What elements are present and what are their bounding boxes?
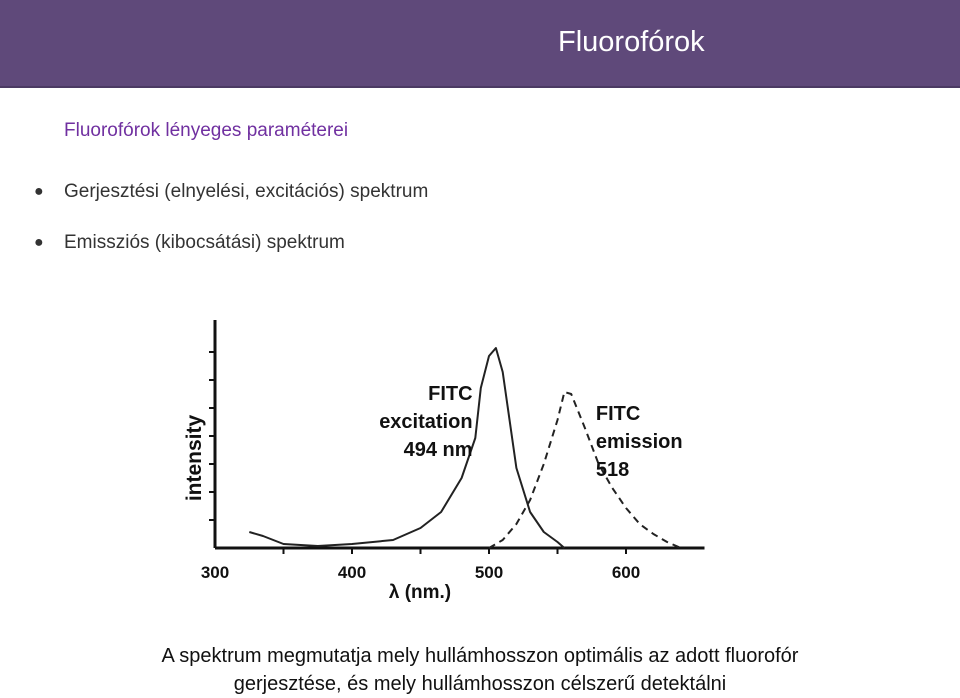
emission-curve (488, 391, 682, 549)
caption: A spektrum megmutatja mely hullámhosszon… (0, 642, 960, 698)
annotation-line: 494 nm (404, 439, 473, 461)
chart-series (249, 347, 682, 549)
bullet-icon: ● (34, 234, 44, 251)
x-tick-label: 400 (338, 563, 366, 582)
bullet-icon: ● (34, 183, 44, 200)
section-subtitle: Fluorofórok lényeges paraméterei (64, 120, 349, 141)
x-tick-label: 300 (201, 563, 229, 582)
bullet-item-emission: ● Emissziós (kibocsátási) spektrum (34, 229, 434, 256)
x-tick-label: 600 (612, 563, 640, 582)
annotation-line: FITC (428, 383, 472, 405)
emission-annotation: FITC emission 518 (596, 403, 683, 481)
caption-line-1: A spektrum megmutatja mely hullámhosszon… (161, 645, 799, 667)
caption-line-2: gerjesztése, és mely hullámhosszon célsz… (233, 673, 727, 695)
y-axis-label: intensity (183, 415, 206, 502)
annotation-line: excitation (379, 411, 472, 433)
x-tick-label: 500 (475, 563, 503, 582)
chart-labels: 300 400 500 600 λ (nm.) intensity FITC excitati… (183, 383, 683, 603)
bullet-list: ● Gerjesztési (elnyelési, excitációs) sp… (34, 178, 434, 256)
annotation-line: 518 (596, 459, 629, 481)
bullet-item-excitation: ● Gerjesztési (elnyelési, excitációs) sp… (34, 178, 434, 205)
fitc-spectrum-chart: 300 400 500 600 λ (nm.) intensity FITC excitati… (183, 320, 705, 603)
x-axis-label: λ (nm.) (389, 582, 451, 603)
slide-title: Fluorofórok (558, 26, 705, 58)
excitation-annotation: FITC excitation 494 nm (379, 383, 472, 461)
bullet-text: Emissziós (kibocsátási) spektrum (64, 232, 345, 253)
excitation-curve (249, 347, 566, 549)
bullet-text: Gerjesztési (elnyelési, excitációs) spek… (64, 181, 429, 202)
annotation-line: emission (596, 431, 683, 453)
annotation-line: FITC (596, 403, 640, 425)
title-bar: Fluorofórok (0, 0, 960, 88)
chart-axes (209, 320, 705, 554)
